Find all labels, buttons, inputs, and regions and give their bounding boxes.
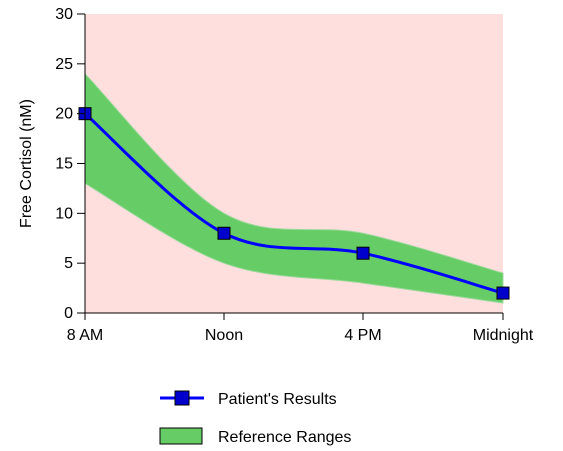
y-axis-title: Free Cortisol (nM) [18,99,35,228]
patient-results-line [84,112,504,295]
legend: Patient's Results Reference Ranges [159,390,351,446]
y-tick-label: 5 [64,255,73,272]
x-axis: 8 AM Noon 4 PM Midnight [67,313,534,344]
y-tick-label: 15 [55,156,73,173]
x-tick-label: 4 PM [344,327,381,344]
data-point-midnight [496,286,510,300]
legend-marker-swatch [174,390,190,406]
y-axis: 0 5 10 15 20 25 30 [55,6,85,322]
legend-label-reference-ranges: Reference Ranges [218,429,351,446]
y-tick-label: 0 [64,305,73,322]
legend-item-reference-ranges: Reference Ranges [159,427,351,446]
legend-band-swatch [159,427,203,445]
data-point-noon [217,226,231,240]
y-tick-label: 20 [55,106,73,123]
x-tick-label: Midnight [473,327,534,344]
y-tick-label: 10 [55,205,73,222]
x-tick-label: Noon [205,327,243,344]
data-point-4-pm [356,246,370,260]
y-tick-label: 25 [55,56,73,73]
legend-label-patient-results: Patient's Results [218,391,337,408]
legend-item-patient-results: Patient's Results [160,390,337,408]
data-points [78,107,510,300]
x-tick-label: 8 AM [67,327,103,344]
y-tick-label: 30 [55,6,73,23]
reference-range-band [84,72,504,304]
